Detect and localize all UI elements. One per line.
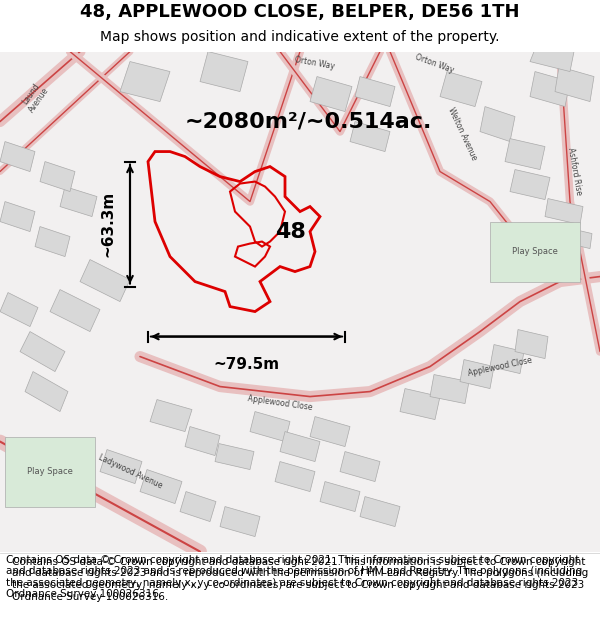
Polygon shape xyxy=(400,389,440,419)
Polygon shape xyxy=(310,416,350,446)
Polygon shape xyxy=(560,226,592,249)
Text: Play Space: Play Space xyxy=(512,247,558,256)
Text: ~2080m²/~0.514ac.: ~2080m²/~0.514ac. xyxy=(185,111,433,131)
Polygon shape xyxy=(340,451,380,481)
Bar xyxy=(5,436,95,506)
Bar xyxy=(490,221,580,281)
Polygon shape xyxy=(35,226,70,256)
Polygon shape xyxy=(180,491,216,521)
Polygon shape xyxy=(530,71,570,106)
Polygon shape xyxy=(545,199,583,224)
Text: ~63.3m: ~63.3m xyxy=(100,191,115,258)
Polygon shape xyxy=(0,292,38,326)
Text: 48, APPLEWOOD CLOSE, BELPER, DE56 1TH: 48, APPLEWOOD CLOSE, BELPER, DE56 1TH xyxy=(80,4,520,21)
Polygon shape xyxy=(460,359,494,389)
Text: Welton Avenue: Welton Avenue xyxy=(446,106,478,161)
Polygon shape xyxy=(250,411,290,441)
Text: Orton Way: Orton Way xyxy=(415,52,455,75)
Polygon shape xyxy=(490,344,524,374)
Polygon shape xyxy=(200,51,248,91)
Text: Orton Way: Orton Way xyxy=(295,56,335,71)
Polygon shape xyxy=(120,61,170,101)
Polygon shape xyxy=(275,461,315,491)
Polygon shape xyxy=(480,106,515,141)
Polygon shape xyxy=(510,169,550,199)
Polygon shape xyxy=(50,289,100,331)
Polygon shape xyxy=(100,449,142,484)
Text: 48: 48 xyxy=(275,221,305,241)
Polygon shape xyxy=(0,201,35,231)
Polygon shape xyxy=(440,71,482,106)
Text: Play Space: Play Space xyxy=(27,467,73,476)
Polygon shape xyxy=(215,444,254,469)
Polygon shape xyxy=(220,506,260,536)
Polygon shape xyxy=(430,374,469,404)
Text: Ashford Rise: Ashford Rise xyxy=(566,147,584,196)
Text: Contains OS data © Crown copyright and database right 2021. This information is : Contains OS data © Crown copyright and d… xyxy=(12,557,588,601)
Polygon shape xyxy=(40,161,75,191)
Polygon shape xyxy=(310,76,352,111)
Text: Map shows position and indicative extent of the property.: Map shows position and indicative extent… xyxy=(100,31,500,44)
Polygon shape xyxy=(355,76,395,106)
Polygon shape xyxy=(555,66,594,101)
Polygon shape xyxy=(185,426,220,456)
Polygon shape xyxy=(20,331,65,371)
Polygon shape xyxy=(140,469,182,504)
Polygon shape xyxy=(280,431,320,461)
Polygon shape xyxy=(360,496,400,526)
Text: Laund
Avenue: Laund Avenue xyxy=(19,79,51,114)
Polygon shape xyxy=(80,259,130,301)
Polygon shape xyxy=(515,329,548,359)
Polygon shape xyxy=(320,481,360,511)
Text: ~79.5m: ~79.5m xyxy=(214,356,280,371)
Polygon shape xyxy=(0,141,35,171)
Polygon shape xyxy=(505,139,545,169)
Polygon shape xyxy=(150,399,192,431)
Polygon shape xyxy=(25,371,68,411)
Polygon shape xyxy=(60,186,97,216)
Text: Ladywood Avenue: Ladywood Avenue xyxy=(97,453,163,490)
Text: Contains OS data © Crown copyright and database right 2021. This information is : Contains OS data © Crown copyright and d… xyxy=(6,554,582,599)
Text: Applewood Close: Applewood Close xyxy=(467,356,533,377)
Text: Applewood Close: Applewood Close xyxy=(247,394,313,412)
Polygon shape xyxy=(350,121,390,151)
Polygon shape xyxy=(530,51,574,71)
